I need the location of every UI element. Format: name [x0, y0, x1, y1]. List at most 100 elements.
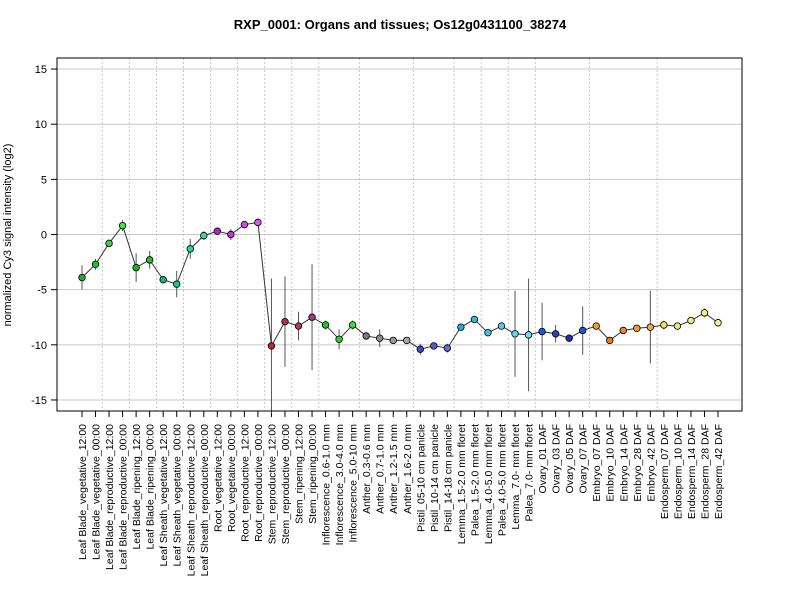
data-point	[294, 322, 303, 330]
x-tick-label: Lemma_4.0-5.0 mm floret	[483, 424, 495, 544]
data-point	[348, 321, 357, 329]
x-tick-label: Root_vegetative_00:00	[226, 424, 238, 532]
x-tick-label: Anther_1.6-2.0 mm	[402, 424, 414, 514]
y-tick-label: 10	[35, 119, 47, 131]
data-point	[592, 322, 600, 330]
x-tick-label: Inflorescence_3.0-4.0 mm	[334, 424, 346, 546]
x-tick-label: Embryo_14 DAF	[618, 424, 630, 502]
data-point	[186, 245, 194, 253]
data-point	[308, 313, 316, 321]
axis-layer: -15 -10 -5 0 5 10 15	[31, 64, 719, 417]
data-point	[484, 328, 492, 337]
data-point	[91, 260, 100, 268]
x-tick-label: Leaf Blade_reproductive_12:00	[104, 424, 116, 570]
data-point	[118, 221, 127, 230]
x-tick-label: Embryo_28 DAF	[632, 424, 644, 502]
x-tick-label: Endosperm_28 DAF	[699, 424, 711, 519]
data-point	[538, 327, 546, 336]
x-tick-label: Endosperm_10 DAF	[672, 424, 684, 519]
data-point	[565, 334, 573, 342]
series-layer	[78, 218, 722, 414]
y-tick-label: 0	[41, 230, 47, 242]
x-tick-label: Inflorescence_5.0-10 mm	[348, 424, 360, 543]
x-tick-label: Endosperm_07 DAF	[659, 424, 671, 519]
x-tick-label: Endosperm_42 DAF	[713, 424, 725, 519]
data-point	[443, 344, 452, 352]
x-tick-label: Pistil_14-18 cm panicle	[442, 424, 454, 532]
data-point	[700, 309, 709, 317]
grid-layer	[57, 58, 742, 411]
data-point	[78, 273, 86, 282]
x-tick-label: Palea_4.0-5.0 mm floret	[496, 424, 508, 536]
data-point	[240, 220, 249, 229]
x-tick-label: Stem_reproductive_00:00	[280, 424, 292, 544]
data-point	[646, 323, 655, 331]
data-point	[321, 321, 330, 329]
x-tick-label: Leaf Blade_ripening_00:00	[145, 424, 157, 550]
data-point	[362, 332, 370, 340]
data-point	[227, 230, 235, 239]
x-tick-label: Leaf Blade_reproductive_00:00	[118, 424, 130, 570]
x-tick-label: Leaf Blade_ripening_12:00	[131, 424, 143, 550]
data-point	[389, 336, 397, 345]
x-tick-label: Inflorescence_0.6-1.0 mm	[321, 424, 333, 546]
data-point	[511, 330, 519, 338]
x-tick-label: Anther_0.7-1.0 mm	[375, 424, 387, 514]
data-point	[673, 322, 682, 330]
x-tick-label: Pistil_05-10 cm panicle	[415, 424, 427, 532]
x-tick-label: Palea_1.5-2.0 mm floret	[469, 424, 481, 536]
data-point	[551, 330, 560, 338]
x-tick-label: Lemma_7.0- mm floret	[510, 424, 522, 530]
x-tick-label: Anther_0.3-0.6 mm	[361, 424, 373, 514]
data-point	[159, 276, 167, 284]
x-tick-label: Stem_ripening_00:00	[307, 424, 319, 524]
data-point	[633, 324, 641, 332]
data-point	[524, 331, 533, 339]
data-point	[200, 231, 208, 240]
data-point	[132, 263, 140, 272]
chart-title: RXP_0001: Organs and tissues; Os12g04311…	[234, 17, 567, 32]
x-tick-label: Leaf Blade_vegetative_00:00	[91, 424, 103, 560]
x-tick-label: Embryo_42 DAF	[645, 424, 657, 502]
x-tick-label: Ovary_05 DAF	[564, 424, 576, 493]
x-tick-label: Leaf Sheath_vegetative_12:00	[158, 424, 170, 567]
data-point	[376, 334, 384, 342]
data-point	[267, 342, 276, 350]
x-tick-label: Stem_reproductive_12:00	[266, 424, 278, 544]
data-point	[281, 317, 289, 326]
y-tick-label: 5	[41, 174, 47, 186]
x-tick-label: Leaf Sheath_reproductive_00:00	[199, 424, 211, 577]
x-tick-label: Leaf Sheath_reproductive_12:00	[185, 424, 197, 577]
data-point	[714, 319, 722, 327]
x-tick-label: Ovary_01 DAF	[537, 424, 549, 493]
data-point	[105, 239, 113, 248]
data-point	[578, 326, 587, 335]
x-tick-label: Palea_7.0- mm floret	[524, 424, 536, 522]
x-tick-label: Anther_1.2-1.5 mm	[388, 424, 400, 514]
x-tick-label: Ovary_07 DAF	[578, 424, 590, 493]
plot-frame	[56, 57, 743, 412]
data-point	[403, 336, 411, 345]
data-point	[173, 280, 181, 288]
x-tick-label: Stem_ripening_12:00	[294, 424, 306, 524]
x-tick-label: Ovary_03 DAF	[551, 424, 563, 493]
y-tick-label: -5	[37, 285, 47, 297]
data-point	[457, 323, 465, 331]
data-point	[606, 336, 614, 345]
data-point	[687, 316, 695, 325]
x-tick-label: Leaf Blade_vegetative_12:00	[77, 424, 89, 560]
data-point	[213, 227, 222, 235]
y-axis-label: normalized Cy3 signal intensity (log2)	[2, 144, 14, 327]
x-tick-label: Root_reproductive_12:00	[239, 424, 251, 542]
data-point	[660, 321, 668, 329]
x-tick-label: Embryo_07 DAF	[591, 424, 603, 502]
x-tick-labels: Leaf Blade_vegetative_12:00 Leaf Blade_ve…	[77, 424, 725, 577]
data-point	[416, 345, 424, 353]
data-point	[335, 335, 343, 343]
x-tick-label: Endosperm_14 DAF	[686, 424, 698, 519]
data-point	[254, 218, 262, 227]
x-tick-label: Pistil_10-14 cm panicle	[429, 424, 441, 532]
data-point	[619, 326, 627, 335]
data-point	[497, 322, 506, 330]
